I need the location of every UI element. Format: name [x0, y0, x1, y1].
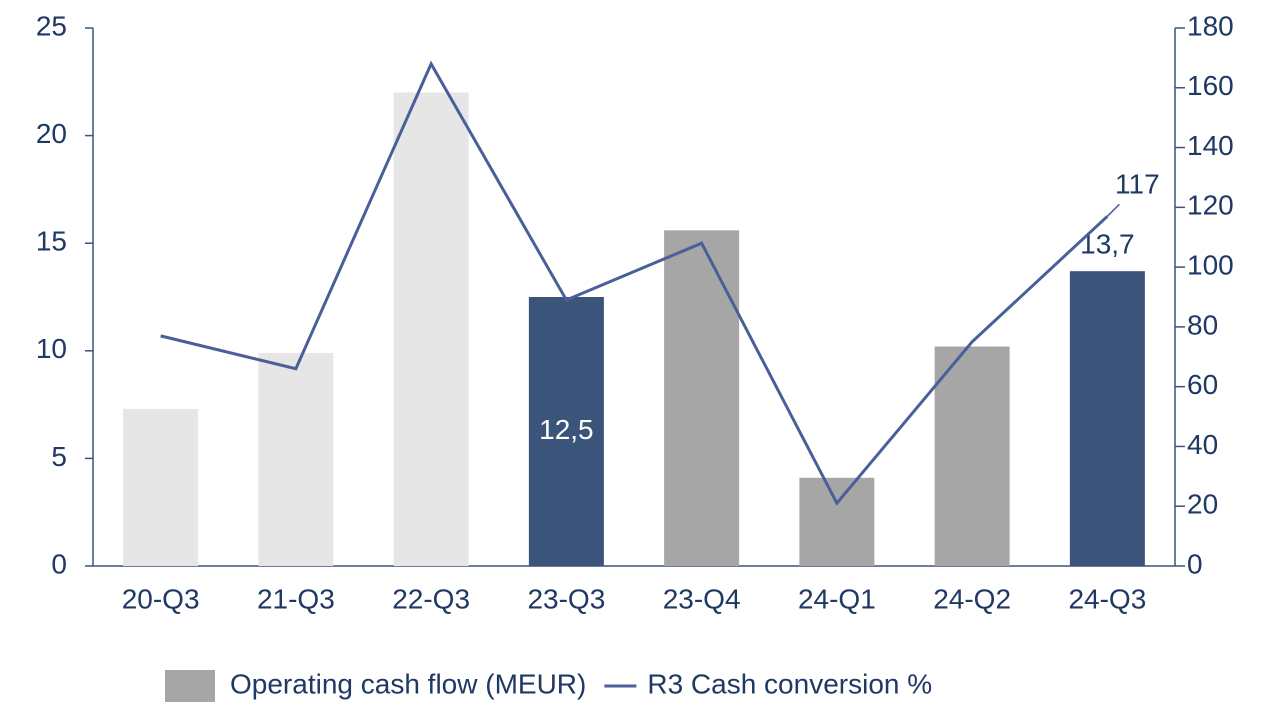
y-tick-label: 15: [36, 226, 67, 257]
bar: [123, 408, 199, 566]
y-tick-label: 20: [36, 118, 67, 149]
x-tick-label: 21-Q3: [257, 583, 335, 614]
x-tick-label: 23-Q4: [663, 583, 741, 614]
y2-tick-label: 0: [1187, 548, 1203, 579]
x-tick-label: 23-Q3: [527, 583, 605, 614]
y-tick-label: 5: [51, 441, 67, 472]
x-tick-label: 22-Q3: [392, 583, 470, 614]
line: [160, 60, 1109, 506]
x-tick-label: 20-Q3: [122, 583, 200, 614]
data-label: 117: [1115, 169, 1160, 200]
legend-swatch: [165, 670, 215, 702]
legend-label: Operating cash flow (MEUR): [230, 668, 586, 699]
y2-tick-label: 100: [1187, 250, 1234, 281]
y2-tick-label: 140: [1187, 130, 1234, 161]
x-tick-label: 24-Q1: [798, 583, 876, 614]
bar: [528, 297, 604, 566]
x-tick-label: 24-Q2: [933, 583, 1011, 614]
y-tick-label: 10: [36, 333, 67, 364]
y2-tick-label: 180: [1187, 10, 1234, 41]
y2-tick-label: 20: [1187, 489, 1218, 520]
y2-tick-label: 60: [1187, 369, 1218, 400]
y-tick-label: 25: [36, 10, 67, 41]
data-label: 12,5: [539, 414, 594, 445]
y2-tick-label: 40: [1187, 429, 1218, 460]
bar: [258, 352, 334, 566]
bar: [1069, 271, 1145, 566]
y-tick-label: 0: [51, 548, 67, 579]
legend-label: R3 Cash conversion %: [647, 668, 932, 699]
bar: [664, 230, 740, 566]
y2-tick-label: 160: [1187, 70, 1234, 101]
x-tick-label: 24-Q3: [1068, 583, 1146, 614]
y2-tick-label: 80: [1187, 309, 1218, 340]
y2-tick-label: 120: [1187, 190, 1234, 221]
leader-line: [1106, 203, 1120, 217]
bar: [393, 92, 469, 566]
bar: [934, 346, 1010, 566]
bar: [799, 477, 875, 566]
